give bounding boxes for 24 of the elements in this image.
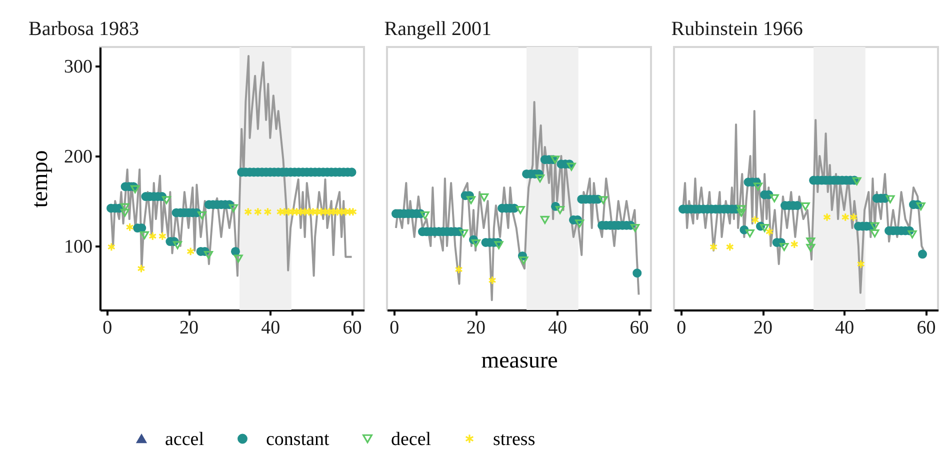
legend-label: stress	[493, 428, 536, 450]
legend-label: accel	[165, 428, 204, 450]
x-tick-label: 0	[102, 318, 112, 338]
x-tick-label: 40	[835, 318, 854, 338]
x-tick-label: 0	[676, 318, 686, 338]
x-tick-label: 20	[754, 318, 773, 338]
x-tick-label: 60	[916, 318, 936, 338]
y-axis-title: tempo	[27, 150, 52, 208]
chart-title: Barbosa 1983	[28, 18, 140, 40]
y-tick-label: 200	[64, 146, 92, 168]
x-tick-label: 20	[180, 318, 199, 338]
legend-label: decel	[391, 428, 432, 450]
y-tick-label: 300	[64, 56, 92, 78]
x-tick-label: 60	[630, 318, 649, 338]
x-tick-label: 0	[390, 318, 400, 338]
x-axis-title: measure	[481, 348, 558, 372]
legend-label: constant	[266, 428, 330, 450]
chart-title: Rubinstein 1966	[671, 18, 803, 40]
x-tick-label: 60	[342, 318, 362, 338]
y-tick-label: 100	[64, 236, 92, 258]
x-tick-label: 40	[261, 318, 280, 338]
chart-title: Rangell 2001	[384, 18, 492, 40]
x-tick-label: 40	[548, 318, 568, 338]
x-tick-label: 20	[466, 318, 486, 338]
